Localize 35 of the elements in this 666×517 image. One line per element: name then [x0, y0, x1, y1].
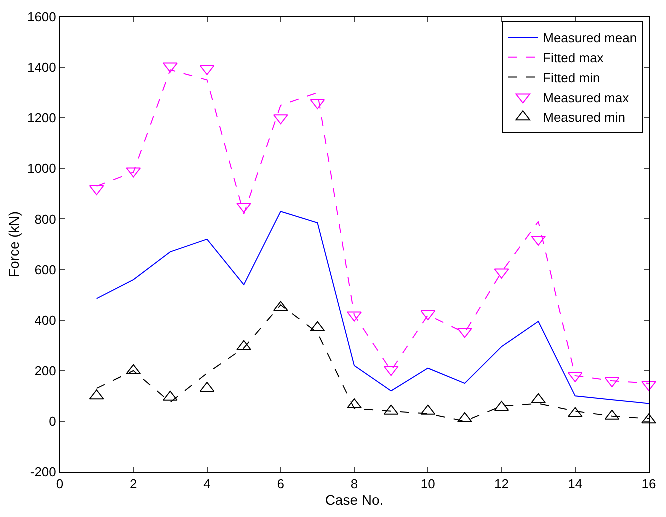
y-tick-label: 0 — [49, 414, 56, 429]
legend-label: Fitted max — [543, 50, 604, 66]
point — [163, 390, 178, 401]
point — [642, 414, 656, 424]
legend-label: Measured mean — [543, 30, 638, 46]
legend-label: Measured max — [543, 90, 630, 106]
x-tick-label: 2 — [130, 476, 138, 492]
point — [236, 203, 252, 214]
x-tick-label: 12 — [494, 476, 509, 492]
y-tick-label: 1200 — [27, 110, 56, 126]
y-tick-label: 800 — [34, 212, 56, 227]
y-tick-label: -200 — [30, 464, 56, 480]
y-tick-label: 200 — [34, 363, 56, 378]
x-tick-label: 16 — [642, 476, 656, 492]
legend-label: Measured min — [543, 110, 626, 126]
x-tick-label: 10 — [420, 476, 436, 492]
point — [458, 412, 472, 422]
y-tick-label: 1400 — [27, 60, 56, 76]
x-axis-title: Case No. — [325, 492, 384, 508]
y-axis-title: Force (kN) — [6, 211, 22, 278]
x-tick-label: 4 — [204, 476, 211, 492]
legend-label: Fitted min — [543, 70, 600, 86]
y-tick-label: 400 — [34, 312, 56, 328]
x-tick-label: 8 — [350, 476, 358, 492]
point — [236, 340, 252, 350]
point — [531, 236, 546, 246]
x-tick-label: 6 — [277, 476, 284, 492]
point — [163, 62, 178, 73]
y-tick-label: 600 — [34, 262, 56, 278]
y-tick-label: 1000 — [27, 161, 56, 176]
point — [531, 393, 546, 404]
x-tick-label: 14 — [568, 476, 583, 492]
point — [347, 398, 362, 409]
y-tick-label: 1600 — [27, 10, 56, 25]
line-series — [96, 211, 649, 404]
